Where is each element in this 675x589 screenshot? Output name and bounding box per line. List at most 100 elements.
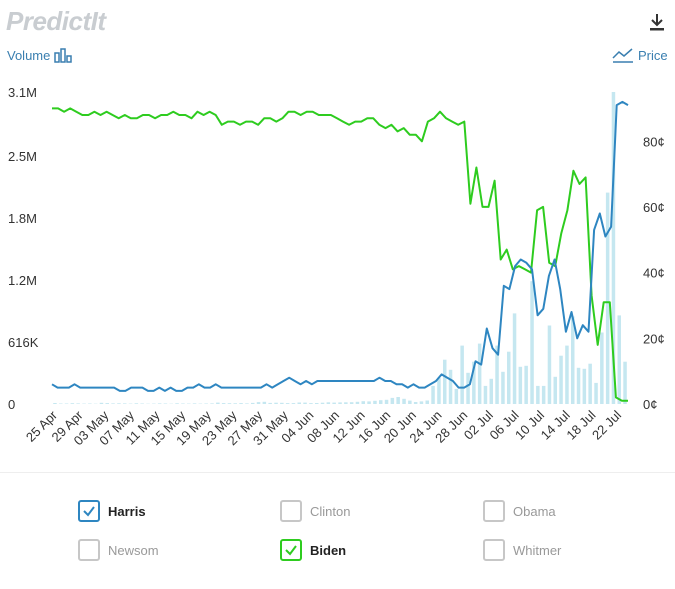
newsom-checkbox[interactable] — [78, 539, 100, 561]
volume-bar — [478, 344, 482, 404]
volume-bar — [76, 403, 80, 404]
volume-bar — [327, 402, 331, 404]
volume-bar — [88, 404, 92, 405]
price-axis-ticks: 0¢ 20¢ 40¢ 60¢ 80¢ — [643, 134, 665, 412]
app-header: PredictIt — [0, 0, 675, 40]
volume-bar — [344, 402, 348, 404]
legend-item-biden[interactable]: Biden — [280, 539, 346, 561]
market-price-chart[interactable]: 0 616K 1.2M 1.8M 2.5M 3.1M 0¢ 20¢ 40¢ 60¢ 80¢ 25 … — [0, 70, 675, 470]
volume-bar — [315, 403, 319, 404]
price-tick-label: 20¢ — [643, 331, 665, 346]
price-axis-label: Price — [612, 47, 668, 63]
legend-label-biden: Biden — [310, 543, 346, 558]
legend-item-harris[interactable]: Harris — [78, 500, 146, 522]
volume-bar — [367, 401, 371, 404]
volume-bar — [228, 403, 232, 404]
biden-checkbox[interactable] — [280, 539, 302, 561]
volume-bar — [257, 402, 261, 404]
volume-bar — [332, 403, 336, 404]
price-lines — [52, 102, 628, 401]
volume-bar — [606, 193, 610, 404]
volume-bar — [158, 403, 162, 404]
volume-bar — [175, 403, 179, 404]
volume-bar — [414, 402, 418, 404]
volume-bar — [490, 379, 494, 404]
volume-bar — [356, 402, 360, 404]
volume-bar — [431, 386, 435, 404]
obama-checkbox[interactable] — [483, 500, 505, 522]
biden-price-line — [52, 108, 628, 400]
volume-bar — [600, 333, 604, 405]
volume-bar — [338, 402, 342, 404]
volume-bar — [303, 403, 307, 404]
volume-bar — [565, 346, 569, 404]
volume-bar — [443, 360, 447, 404]
volume-bar — [524, 366, 528, 404]
volume-bar — [548, 326, 552, 405]
volume-bar — [59, 404, 63, 405]
volume-bar — [309, 403, 313, 404]
volume-bar — [135, 403, 139, 404]
volume-bar — [542, 386, 546, 404]
volume-bar — [251, 403, 255, 404]
legend-item-newsom[interactable]: Newsom — [78, 539, 159, 561]
volume-bar — [140, 404, 144, 405]
price-tick-label: 80¢ — [643, 134, 665, 149]
volume-bar — [618, 315, 622, 404]
legend-label-harris: Harris — [108, 504, 146, 519]
volume-bar — [426, 401, 430, 405]
volume-bar — [484, 386, 488, 404]
volume-bar — [379, 400, 383, 404]
price-tick-label: 40¢ — [643, 266, 665, 281]
volume-bar — [268, 403, 272, 404]
volume-bar — [513, 313, 517, 404]
volume-bar — [559, 356, 563, 404]
volume-bar — [391, 398, 395, 404]
candidate-legend: Harris Clinton Obama Newsom Biden Whitme… — [0, 490, 675, 589]
volume-tick-label: 1.2M — [8, 273, 37, 288]
legend-item-obama[interactable]: Obama — [483, 500, 556, 522]
volume-bar — [298, 403, 302, 405]
legend-label-newsom: Newsom — [108, 543, 159, 558]
volume-bar — [437, 378, 441, 404]
volume-bar — [583, 369, 587, 404]
bar-chart-icon — [54, 47, 72, 63]
price-label-text: Price — [638, 48, 668, 63]
volume-bar — [571, 316, 575, 404]
price-tick-label: 60¢ — [643, 200, 665, 215]
legend-item-clinton[interactable]: Clinton — [280, 500, 350, 522]
whitmer-checkbox[interactable] — [483, 539, 505, 561]
volume-bar — [222, 403, 226, 404]
volume-bar — [292, 403, 296, 404]
volume-bar — [234, 403, 238, 404]
volume-bar — [245, 403, 249, 404]
harris-checkbox[interactable] — [78, 500, 100, 522]
volume-bar — [455, 389, 459, 404]
volume-axis-ticks: 0 616K 1.2M 1.8M 2.5M 3.1M — [8, 85, 39, 412]
legend-item-whitmer[interactable]: Whitmer — [483, 539, 561, 561]
volume-tick-label: 1.8M — [8, 211, 37, 226]
volume-bar — [106, 403, 110, 404]
legend-label-whitmer: Whitmer — [513, 543, 561, 558]
volume-bar — [420, 401, 424, 404]
clinton-checkbox[interactable] — [280, 500, 302, 522]
volume-bar — [460, 346, 464, 404]
date-tick-label: 22 Jul — [589, 407, 624, 442]
predictit-logo[interactable]: PredictIt — [6, 6, 106, 37]
volume-bar — [123, 403, 127, 404]
volume-bar — [181, 404, 185, 405]
volume-bar — [321, 403, 325, 404]
volume-tick-label: 0 — [8, 397, 15, 412]
harris-price-line — [52, 102, 628, 391]
legend-label-obama: Obama — [513, 504, 556, 519]
download-icon[interactable] — [648, 12, 666, 32]
volume-bar — [71, 403, 75, 404]
volume-bar — [100, 403, 104, 404]
volume-bar — [350, 402, 354, 404]
line-chart-icon — [612, 47, 634, 63]
volume-bar — [204, 404, 208, 405]
volume-bar — [193, 403, 197, 404]
price-tick-label: 0¢ — [643, 397, 657, 412]
volume-bar — [554, 377, 558, 404]
volume-bar — [396, 397, 400, 404]
